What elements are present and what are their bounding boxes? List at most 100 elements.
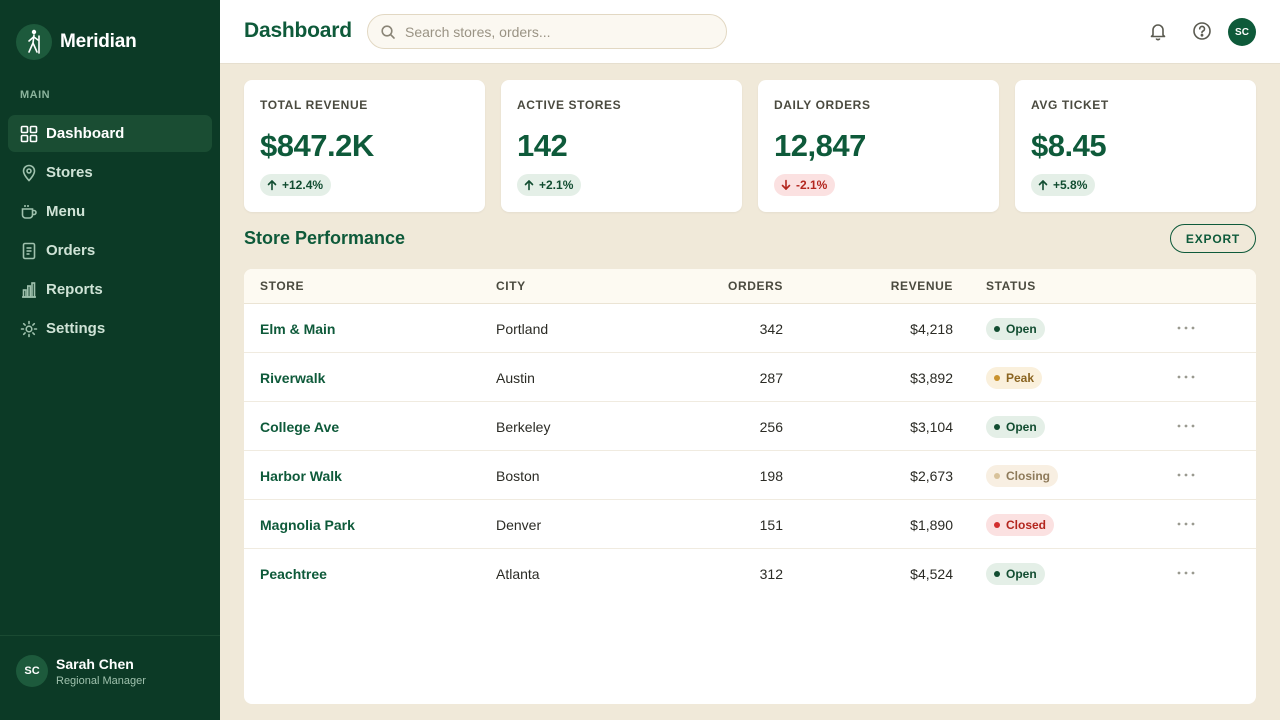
page-title: Dashboard — [244, 19, 352, 42]
row-actions-button[interactable] — [1173, 514, 1199, 534]
help-circle-icon — [1193, 22, 1211, 40]
more-horizontal-icon — [1177, 375, 1195, 379]
table-row[interactable]: Peachtree Atlanta 312 $4,524 Open — [244, 549, 1256, 598]
store-name-link[interactable]: College Ave — [260, 419, 340, 435]
row-actions-button[interactable] — [1173, 416, 1199, 436]
avatar[interactable]: SC — [1228, 18, 1256, 46]
store-revenue: $1,890 — [910, 517, 953, 533]
export-button[interactable]: EXPORT — [1170, 224, 1256, 253]
status-label: Open — [1006, 420, 1037, 434]
status-badge: Peak — [986, 367, 1043, 389]
arrow-down-icon — [781, 179, 791, 190]
store-name-link[interactable]: Harbor Walk — [260, 468, 342, 484]
store-performance-table: STORE CITY ORDERS REVENUE STATUS Elm & M… — [244, 269, 1256, 704]
stat-card-active-stores: ACTIVE STORES 142 +2.1% — [501, 80, 742, 212]
store-name-link[interactable]: Riverwalk — [260, 370, 326, 386]
table-row[interactable]: Elm & Main Portland 342 $4,218 Open — [244, 304, 1256, 353]
brand[interactable]: Meridian — [16, 24, 137, 60]
stat-label: DAILY ORDERS — [774, 98, 871, 112]
store-name-link[interactable]: Elm & Main — [260, 321, 336, 337]
store-city: Boston — [496, 468, 540, 484]
store-name-link[interactable]: Magnolia Park — [260, 517, 355, 533]
stat-delta: +5.8% — [1031, 174, 1096, 196]
stat-delta-value: -2.1% — [796, 178, 828, 192]
status-badge: Open — [986, 416, 1045, 438]
stat-label: ACTIVE STORES — [517, 98, 622, 112]
store-orders: 287 — [759, 370, 783, 386]
help-button[interactable] — [1191, 20, 1213, 42]
search-input[interactable] — [405, 23, 705, 40]
avatar: SC — [16, 655, 48, 687]
sidebar-item-label: Orders — [46, 241, 96, 259]
status-label: Open — [1006, 567, 1037, 581]
status-badge: Closing — [986, 465, 1058, 487]
store-revenue: $4,524 — [910, 566, 953, 582]
more-horizontal-icon — [1177, 326, 1195, 330]
status-badge: Open — [986, 318, 1045, 340]
more-horizontal-icon — [1177, 571, 1195, 575]
sidebar-item-menu[interactable]: Menu — [8, 193, 212, 230]
store-revenue: $4,218 — [910, 321, 953, 337]
table-row[interactable]: College Ave Berkeley 256 $3,104 Open — [244, 402, 1256, 451]
sidebar-item-orders[interactable]: Orders — [8, 232, 212, 269]
stat-delta: -2.1% — [774, 174, 836, 196]
column-header-status[interactable]: STATUS — [986, 279, 1036, 293]
notifications-button[interactable] — [1147, 20, 1169, 42]
user-profile[interactable]: SC Sarah Chen Regional Manager — [0, 635, 220, 720]
coffee-cup-icon — [21, 204, 37, 219]
arrow-up-icon — [1038, 180, 1048, 191]
status-label: Open — [1006, 322, 1037, 336]
row-actions-button[interactable] — [1173, 318, 1199, 338]
store-name-link[interactable]: Peachtree — [260, 566, 327, 582]
status-label: Closing — [1006, 469, 1050, 483]
search-box[interactable] — [367, 14, 727, 49]
receipt-icon — [22, 242, 36, 259]
stat-delta: +2.1% — [517, 174, 582, 196]
status-dot — [994, 424, 1000, 430]
row-actions-button[interactable] — [1173, 563, 1199, 583]
brand-name: Meridian — [60, 31, 137, 52]
sidebar-item-dashboard[interactable]: Dashboard — [8, 115, 212, 152]
section-title: Store Performance — [244, 228, 406, 248]
stat-label: AVG TICKET — [1031, 98, 1109, 112]
status-dot — [994, 571, 1000, 577]
gear-icon — [20, 320, 38, 337]
store-orders: 198 — [759, 468, 783, 484]
status-badge: Closed — [986, 514, 1055, 536]
table-row[interactable]: Magnolia Park Denver 151 $1,890 Closed — [244, 500, 1256, 549]
search-icon — [381, 24, 395, 39]
more-horizontal-icon — [1177, 522, 1195, 526]
store-orders: 312 — [759, 566, 783, 582]
column-header-city[interactable]: CITY — [496, 279, 526, 293]
column-header-revenue[interactable]: REVENUE — [890, 279, 953, 293]
table-row[interactable]: Harbor Walk Boston 198 $2,673 Closing — [244, 451, 1256, 500]
sidebar-item-label: Menu — [46, 202, 86, 220]
store-city: Denver — [496, 517, 542, 533]
stat-label: TOTAL REVENUE — [260, 98, 368, 112]
store-orders: 151 — [759, 517, 783, 533]
row-actions-button[interactable] — [1173, 465, 1199, 485]
row-actions-button[interactable] — [1173, 367, 1199, 387]
sidebar-item-settings[interactable]: Settings — [8, 310, 212, 347]
sidebar-nav: Dashboard Stores Menu Orders Report — [8, 115, 212, 349]
top-header: Dashboard SC — [220, 0, 1280, 64]
hiker-logo-icon — [16, 24, 52, 60]
stat-delta-value: +5.8% — [1053, 178, 1088, 192]
table-row[interactable]: Riverwalk Austin 287 $3,892 Peak — [244, 353, 1256, 402]
stat-delta-value: +2.1% — [539, 178, 574, 192]
sidebar-item-label: Reports — [46, 280, 103, 298]
column-header-orders[interactable]: ORDERS — [728, 279, 783, 293]
arrow-up-icon — [267, 180, 277, 191]
grid-icon — [20, 125, 38, 142]
sidebar-item-stores[interactable]: Stores — [8, 154, 212, 191]
bell-icon — [1150, 24, 1166, 41]
arrow-up-icon — [524, 180, 534, 191]
store-city: Berkeley — [496, 419, 551, 435]
status-dot — [994, 473, 1000, 479]
sidebar-item-reports[interactable]: Reports — [8, 271, 212, 308]
status-label: Peak — [1006, 371, 1035, 385]
store-revenue: $2,673 — [910, 468, 953, 484]
column-header-store[interactable]: STORE — [260, 279, 305, 293]
table-header: STORE CITY ORDERS REVENUE STATUS — [244, 269, 1256, 304]
user-role: Regional Manager — [56, 675, 146, 687]
